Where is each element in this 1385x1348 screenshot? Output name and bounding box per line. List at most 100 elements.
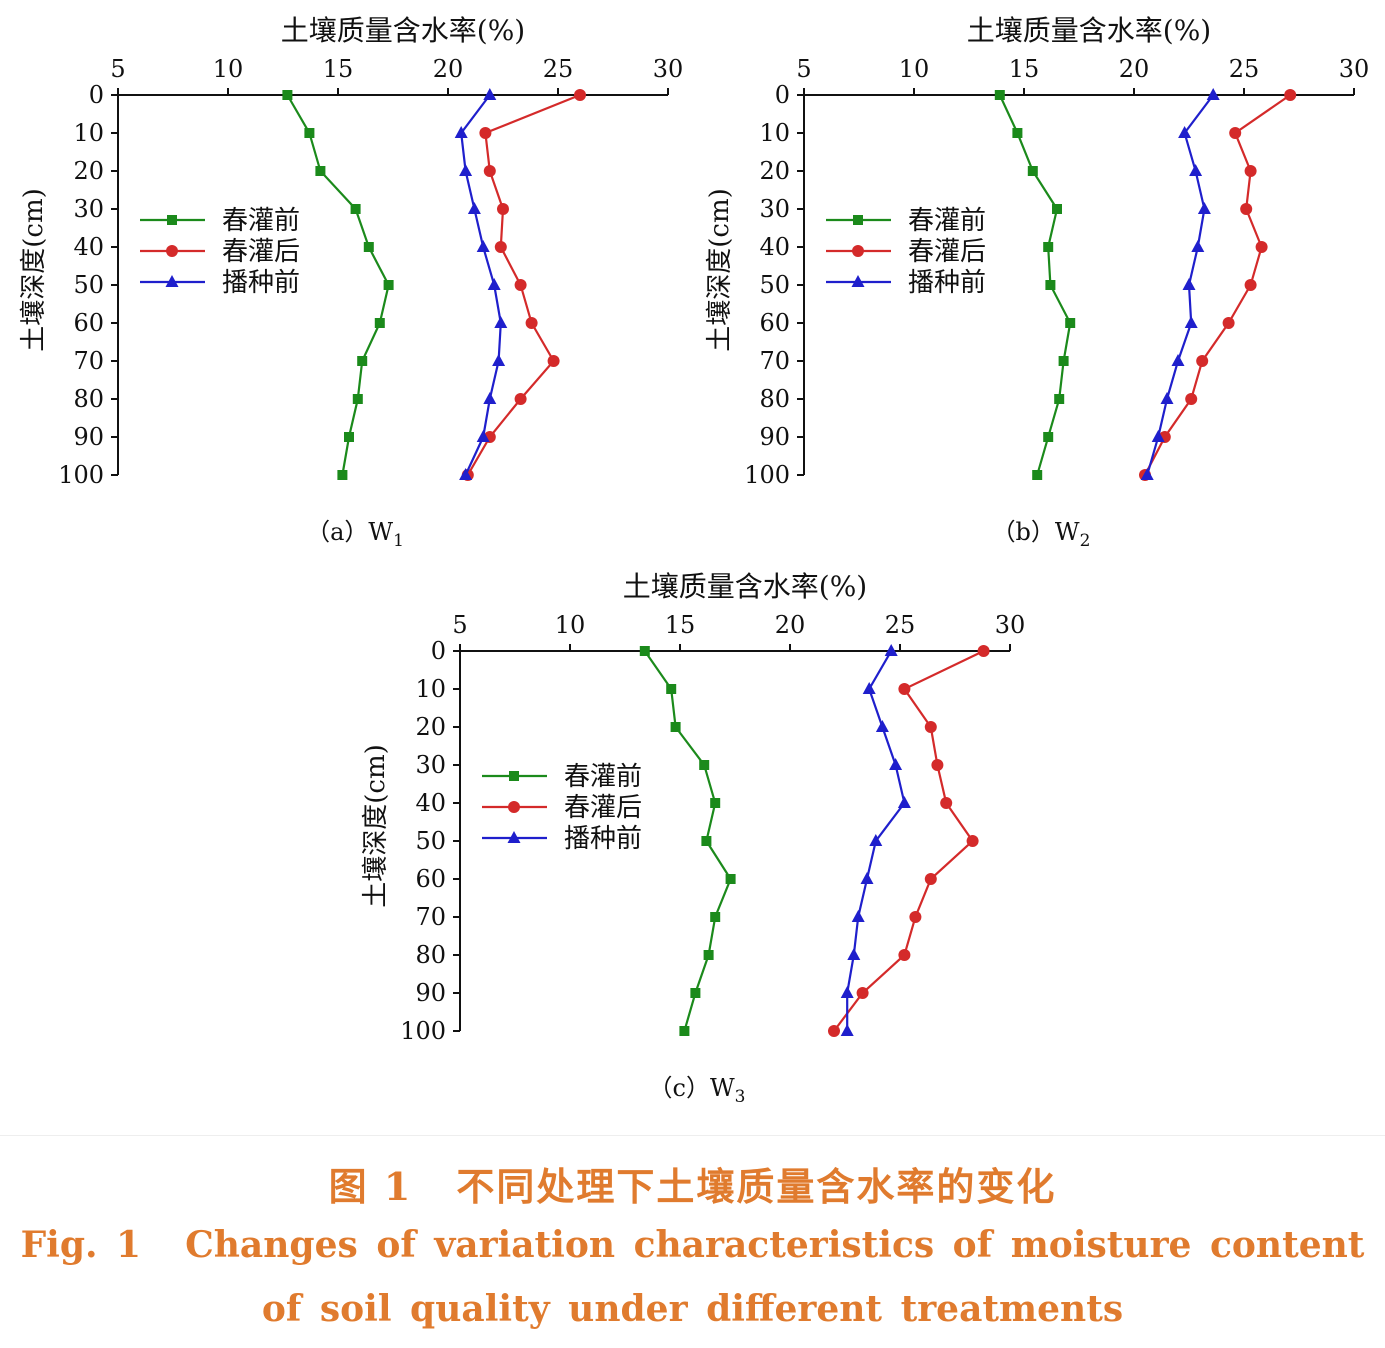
data-point xyxy=(1171,354,1185,366)
x-tick-label: 20 xyxy=(775,611,806,639)
data-point xyxy=(304,128,315,138)
data-point xyxy=(898,683,911,695)
x-axis-title: 土壤质量含水率(%) xyxy=(623,570,867,603)
chart-c: 土壤质量含水率(%) 土壤深度(cm) 5 10 15 20 25 30 0 10 20 30 40 50… xyxy=(361,570,1025,1107)
data-point xyxy=(514,279,527,291)
data-point xyxy=(1182,278,1196,290)
y-tick-label: 60 xyxy=(759,309,790,337)
data-point xyxy=(898,949,911,961)
y-tick-label: 90 xyxy=(73,423,104,451)
legend-marker xyxy=(167,215,177,225)
y-tick-label: 20 xyxy=(415,713,446,741)
data-point xyxy=(701,836,712,846)
y-tick-label: 100 xyxy=(744,461,790,489)
y-tick-label: 60 xyxy=(73,309,104,337)
data-point xyxy=(459,164,473,176)
data-point xyxy=(483,165,496,177)
legend-marker xyxy=(165,275,179,287)
data-point xyxy=(875,720,889,732)
data-point xyxy=(357,356,368,366)
data-point xyxy=(497,203,509,215)
data-point xyxy=(924,721,937,733)
data-point xyxy=(459,468,473,480)
data-point xyxy=(494,316,508,328)
series-line xyxy=(1144,94,1291,476)
data-point xyxy=(856,987,869,999)
data-point xyxy=(483,392,497,404)
series-line xyxy=(833,650,985,1032)
series-line xyxy=(643,650,732,1032)
legend-label: 春灌后 xyxy=(564,793,642,823)
x-tick-label: 20 xyxy=(433,55,464,83)
chart-b: 土壤质量含水率(%) 土壤深度(cm) 5 10 15 20 25 30 0 10 20 30 40 50… xyxy=(705,14,1369,551)
data-point xyxy=(315,166,326,176)
x-axis-title: 土壤质量含水率(%) xyxy=(967,14,1211,47)
y-tick-label: 40 xyxy=(73,233,104,261)
y-tick-label: 10 xyxy=(415,675,446,703)
data-point xyxy=(994,90,1005,100)
chart-panel-c: 土壤质量含水率(%) 土壤深度(cm) 5 10 15 20 25 30 0 10 20 30 40 50… xyxy=(342,556,1042,1116)
caption-cn-label: 图 1 xyxy=(328,1164,413,1209)
y-tick-label: 0 xyxy=(775,81,790,109)
data-point xyxy=(337,470,348,480)
legend-marker xyxy=(508,801,520,813)
data-point xyxy=(1043,432,1054,442)
data-point xyxy=(710,912,721,922)
series-1 xyxy=(994,90,1076,480)
data-point xyxy=(1244,279,1257,291)
data-point xyxy=(479,127,492,139)
data-point xyxy=(352,394,363,404)
y-tick-label: 20 xyxy=(759,157,790,185)
legend-label: 春灌后 xyxy=(908,237,986,267)
legend-marker xyxy=(853,215,863,225)
data-point xyxy=(467,202,481,214)
data-point xyxy=(690,988,701,998)
series-line xyxy=(998,94,1072,476)
data-point xyxy=(1032,470,1043,480)
data-point xyxy=(847,948,861,960)
data-point xyxy=(1189,164,1203,176)
data-point xyxy=(1054,394,1065,404)
data-point xyxy=(1184,316,1198,328)
legend-label: 播种前 xyxy=(908,268,986,298)
data-point xyxy=(476,240,490,252)
data-point xyxy=(884,644,898,656)
data-point xyxy=(1206,88,1220,100)
data-point xyxy=(639,646,650,656)
series-1 xyxy=(282,90,394,480)
series-2 xyxy=(461,89,586,481)
data-point xyxy=(525,317,538,329)
data-point xyxy=(1151,430,1165,442)
data-point xyxy=(1065,318,1076,328)
y-tick-label: 80 xyxy=(415,941,446,969)
caption-en-label: Fig. 1 xyxy=(20,1224,142,1266)
data-point xyxy=(828,1025,840,1037)
y-tick-label: 70 xyxy=(759,347,790,375)
series-line xyxy=(1146,94,1215,476)
data-point xyxy=(940,797,953,809)
chart-panel-a: 土壤质量含水率(%) 土壤深度(cm) 5 10 15 20 25 30 0 10 20 30 40 50… xyxy=(0,0,700,560)
legend-label: 春灌前 xyxy=(908,206,986,236)
data-point xyxy=(350,204,361,214)
x-tick-label: 5 xyxy=(796,55,811,83)
y-tick-label: 0 xyxy=(431,637,446,665)
data-point xyxy=(977,645,990,657)
data-point xyxy=(699,760,710,770)
caption-en-text-2: of soil quality under different treatmen… xyxy=(261,1288,1124,1330)
data-point xyxy=(862,682,876,694)
data-point xyxy=(514,393,527,405)
chart-panel-b: 土壤质量含水率(%) 土壤深度(cm) 5 10 15 20 25 30 0 10 20 30 40 50… xyxy=(686,0,1385,560)
caption-en-text-1: Changes of variation characteristics of … xyxy=(185,1224,1365,1266)
legend-label: 春灌后 xyxy=(222,237,300,267)
data-point xyxy=(840,1024,854,1036)
y-axis-title: 土壤深度(cm) xyxy=(19,188,49,352)
series-3 xyxy=(454,88,508,480)
data-point xyxy=(897,796,911,808)
y-axis-title: 土壤深度(cm) xyxy=(705,188,735,352)
x-tick-label: 25 xyxy=(1229,55,1260,83)
data-point xyxy=(851,910,865,922)
data-point xyxy=(487,278,501,290)
data-point xyxy=(889,758,903,770)
x-tick-label: 5 xyxy=(110,55,125,83)
